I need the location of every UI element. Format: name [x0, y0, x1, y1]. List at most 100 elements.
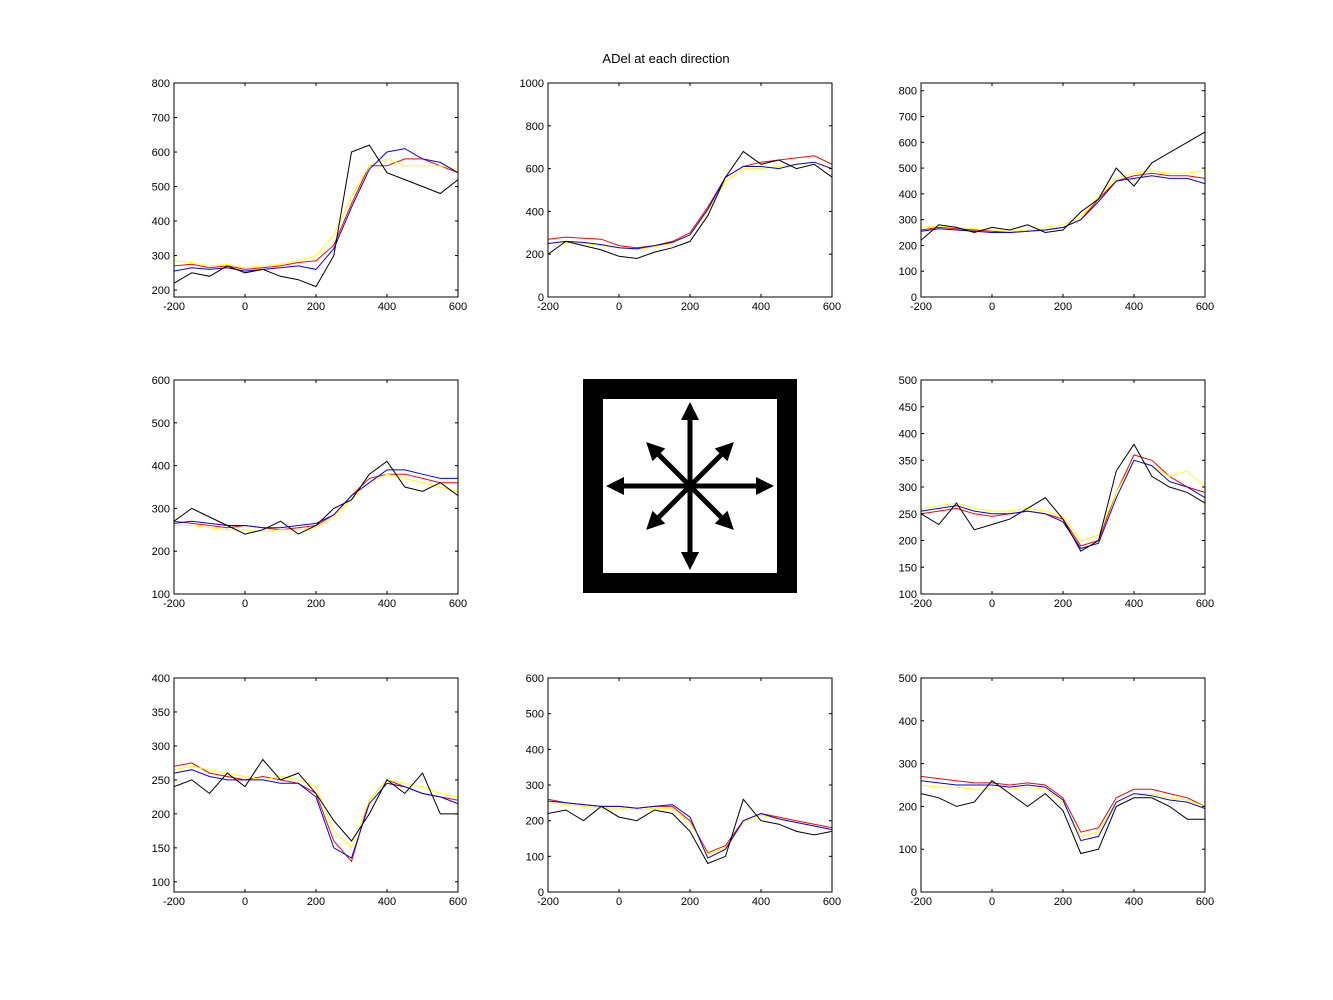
y-tick-label: 400 [152, 673, 170, 685]
x-tick-label: 400 [1125, 896, 1143, 908]
axes-box [920, 379, 1206, 595]
y-tick-label: 500 [899, 163, 917, 175]
axes-box [547, 677, 833, 893]
x-tick-label: 0 [242, 896, 248, 908]
series-line-4 [921, 780, 1205, 855]
series-line-2 [174, 158, 458, 269]
x-tick-label: -200 [537, 896, 559, 908]
series-line-2 [174, 765, 458, 849]
y-tick-label: 500 [899, 375, 917, 387]
series-line-2 [921, 784, 1205, 837]
y-tick-label: 200 [899, 801, 917, 813]
y-tick-label: 450 [899, 402, 917, 414]
y-tick-label: 350 [152, 707, 170, 719]
y-tick-label: 300 [899, 759, 917, 771]
y-tick-label: 500 [152, 182, 170, 194]
series-line-3 [921, 459, 1205, 550]
x-tick-label: -200 [910, 598, 932, 610]
y-tick-label: 350 [899, 455, 917, 467]
series-line-3 [174, 769, 458, 859]
y-tick-label: 700 [899, 112, 917, 124]
series-line-3 [548, 800, 832, 859]
series-line-1 [921, 454, 1205, 547]
y-tick-label: 500 [899, 673, 917, 685]
x-tick-label: -200 [910, 301, 932, 313]
direction-arrow-shaft [688, 453, 723, 488]
y-tick-label: 200 [152, 809, 170, 821]
y-tick-label: 300 [152, 251, 170, 263]
y-tick-label: 100 [152, 589, 170, 601]
y-tick-label: 150 [152, 843, 170, 855]
y-tick-label: 300 [152, 503, 170, 515]
x-tick-label: 0 [242, 301, 248, 313]
x-tick-label: 0 [616, 301, 622, 313]
y-tick-label: 400 [899, 429, 917, 441]
series-line-3 [921, 175, 1205, 233]
y-tick-label: 250 [152, 775, 170, 787]
y-tick-label: 200 [526, 249, 544, 261]
y-tick-label: 600 [152, 375, 170, 387]
y-tick-label: 250 [899, 509, 917, 521]
series-line-4 [174, 460, 458, 535]
y-tick-label: 600 [899, 137, 917, 149]
x-tick-label: 200 [1054, 301, 1072, 313]
x-tick-label: 0 [989, 598, 995, 610]
y-tick-label: 0 [538, 887, 544, 899]
y-tick-label: 300 [899, 482, 917, 494]
subplot-middle-left: -200 0 200 400 600 100 200 300 400 500 600 [152, 375, 468, 610]
x-tick-label: 0 [242, 598, 248, 610]
series-line-4 [174, 144, 458, 288]
y-tick-label: 600 [526, 164, 544, 176]
series-line-3 [921, 780, 1205, 842]
y-tick-label: 400 [152, 216, 170, 228]
direction-arrow-head [681, 552, 699, 570]
subplot-top-left: -200 0 200 400 600 200 300 400 500 600 700 800 [152, 78, 468, 313]
x-tick-label: 200 [307, 301, 325, 313]
y-tick-label: 400 [899, 189, 917, 201]
x-tick-label: 200 [1054, 896, 1072, 908]
x-tick-label: -200 [910, 896, 932, 908]
y-tick-label: 400 [899, 716, 917, 728]
series-line-1 [921, 172, 1205, 234]
subplot-middle-right: -200 0 200 400 600 100 150 200 250 300 350 400 450 50… [899, 375, 1215, 610]
y-tick-label: 1000 [520, 78, 544, 90]
y-tick-label: 700 [152, 113, 170, 125]
axes-box [173, 379, 459, 595]
y-tick-label: 800 [152, 78, 170, 90]
x-tick-label: 600 [1196, 896, 1214, 908]
figure-title: ADel at each direction [602, 51, 729, 66]
x-tick-label: 600 [449, 896, 467, 908]
x-tick-label: -200 [163, 896, 185, 908]
direction-arrow-shaft [657, 484, 692, 519]
x-tick-label: 400 [378, 598, 396, 610]
y-tick-label: 0 [911, 887, 917, 899]
x-tick-label: 0 [989, 301, 995, 313]
y-tick-label: 500 [526, 709, 544, 721]
y-tick-label: 200 [152, 546, 170, 558]
direction-arrow-head [714, 442, 734, 462]
x-tick-label: 200 [307, 598, 325, 610]
y-tick-label: 200 [152, 285, 170, 297]
y-tick-label: 100 [899, 589, 917, 601]
x-tick-label: 400 [1125, 598, 1143, 610]
direction-arrow-head [606, 477, 624, 495]
series-line-2 [921, 170, 1205, 232]
y-tick-label: 0 [911, 292, 917, 304]
x-tick-label: 600 [1196, 301, 1214, 313]
series-line-1 [548, 155, 832, 249]
y-tick-label: 400 [152, 461, 170, 473]
series-line-1 [921, 775, 1205, 833]
y-tick-label: 200 [899, 536, 917, 548]
x-tick-label: 400 [378, 896, 396, 908]
direction-arrow-head [756, 477, 774, 495]
series-line-2 [548, 161, 832, 251]
series-line-4 [921, 131, 1205, 241]
direction-arrow-shaft [657, 453, 692, 488]
x-tick-label: 200 [681, 896, 699, 908]
y-tick-label: 300 [899, 215, 917, 227]
direction-arrow-shaft [688, 484, 723, 519]
